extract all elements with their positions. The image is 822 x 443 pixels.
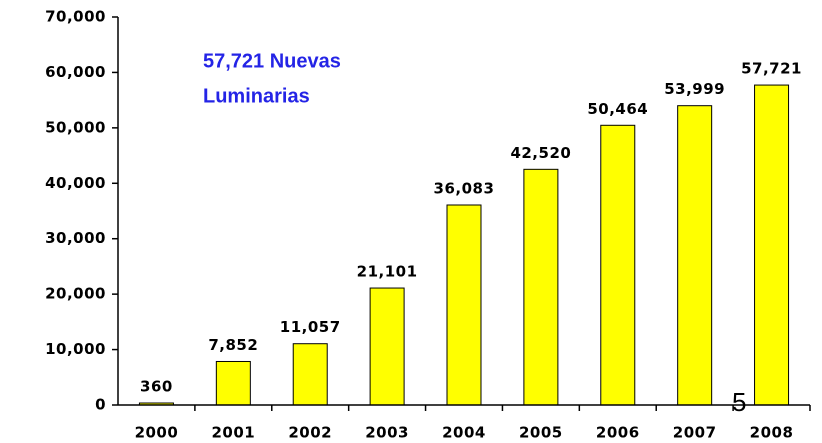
y-tick-label: 20,000 xyxy=(45,285,106,303)
y-tick-label: 0 xyxy=(95,396,106,414)
value-label: 36,083 xyxy=(434,179,495,197)
bar xyxy=(369,287,405,406)
value-label: 7,852 xyxy=(208,336,258,354)
x-tick-label: 2003 xyxy=(365,424,409,442)
value-label: 42,520 xyxy=(510,144,571,162)
bar xyxy=(523,168,559,406)
bar xyxy=(600,124,636,406)
value-label: 360 xyxy=(140,378,173,396)
value-label: 11,057 xyxy=(280,318,341,336)
y-tick-label: 50,000 xyxy=(45,118,106,136)
x-tick-label: 2008 xyxy=(750,424,794,442)
x-tick-label: 2000 xyxy=(135,424,179,442)
value-label: 57,721 xyxy=(741,60,802,78)
x-tick-label: 2007 xyxy=(673,424,717,442)
annotation: 57,721 Nuevas xyxy=(203,50,341,72)
x-tick-label: 2004 xyxy=(442,424,486,442)
x-tick-label: 2005 xyxy=(519,424,563,442)
bar xyxy=(754,84,790,406)
x-tick-label: 2006 xyxy=(596,424,640,442)
value-label: 53,999 xyxy=(664,80,725,98)
bar xyxy=(292,343,328,406)
y-tick-label: 30,000 xyxy=(45,229,106,247)
y-tick-label: 70,000 xyxy=(45,8,106,26)
y-tick-label: 40,000 xyxy=(45,174,106,192)
y-tick-label: 10,000 xyxy=(45,340,106,358)
x-tick-label: 2002 xyxy=(288,424,332,442)
x-tick-label: 2001 xyxy=(211,424,255,442)
value-label: 50,464 xyxy=(587,100,648,118)
annotation: Luminarias xyxy=(203,85,310,107)
y-tick-label: 60,000 xyxy=(45,63,106,81)
page-number: 5 xyxy=(732,387,746,417)
bar xyxy=(446,204,482,406)
bar xyxy=(215,360,251,406)
bar xyxy=(677,105,713,406)
value-label: 21,101 xyxy=(357,263,418,281)
